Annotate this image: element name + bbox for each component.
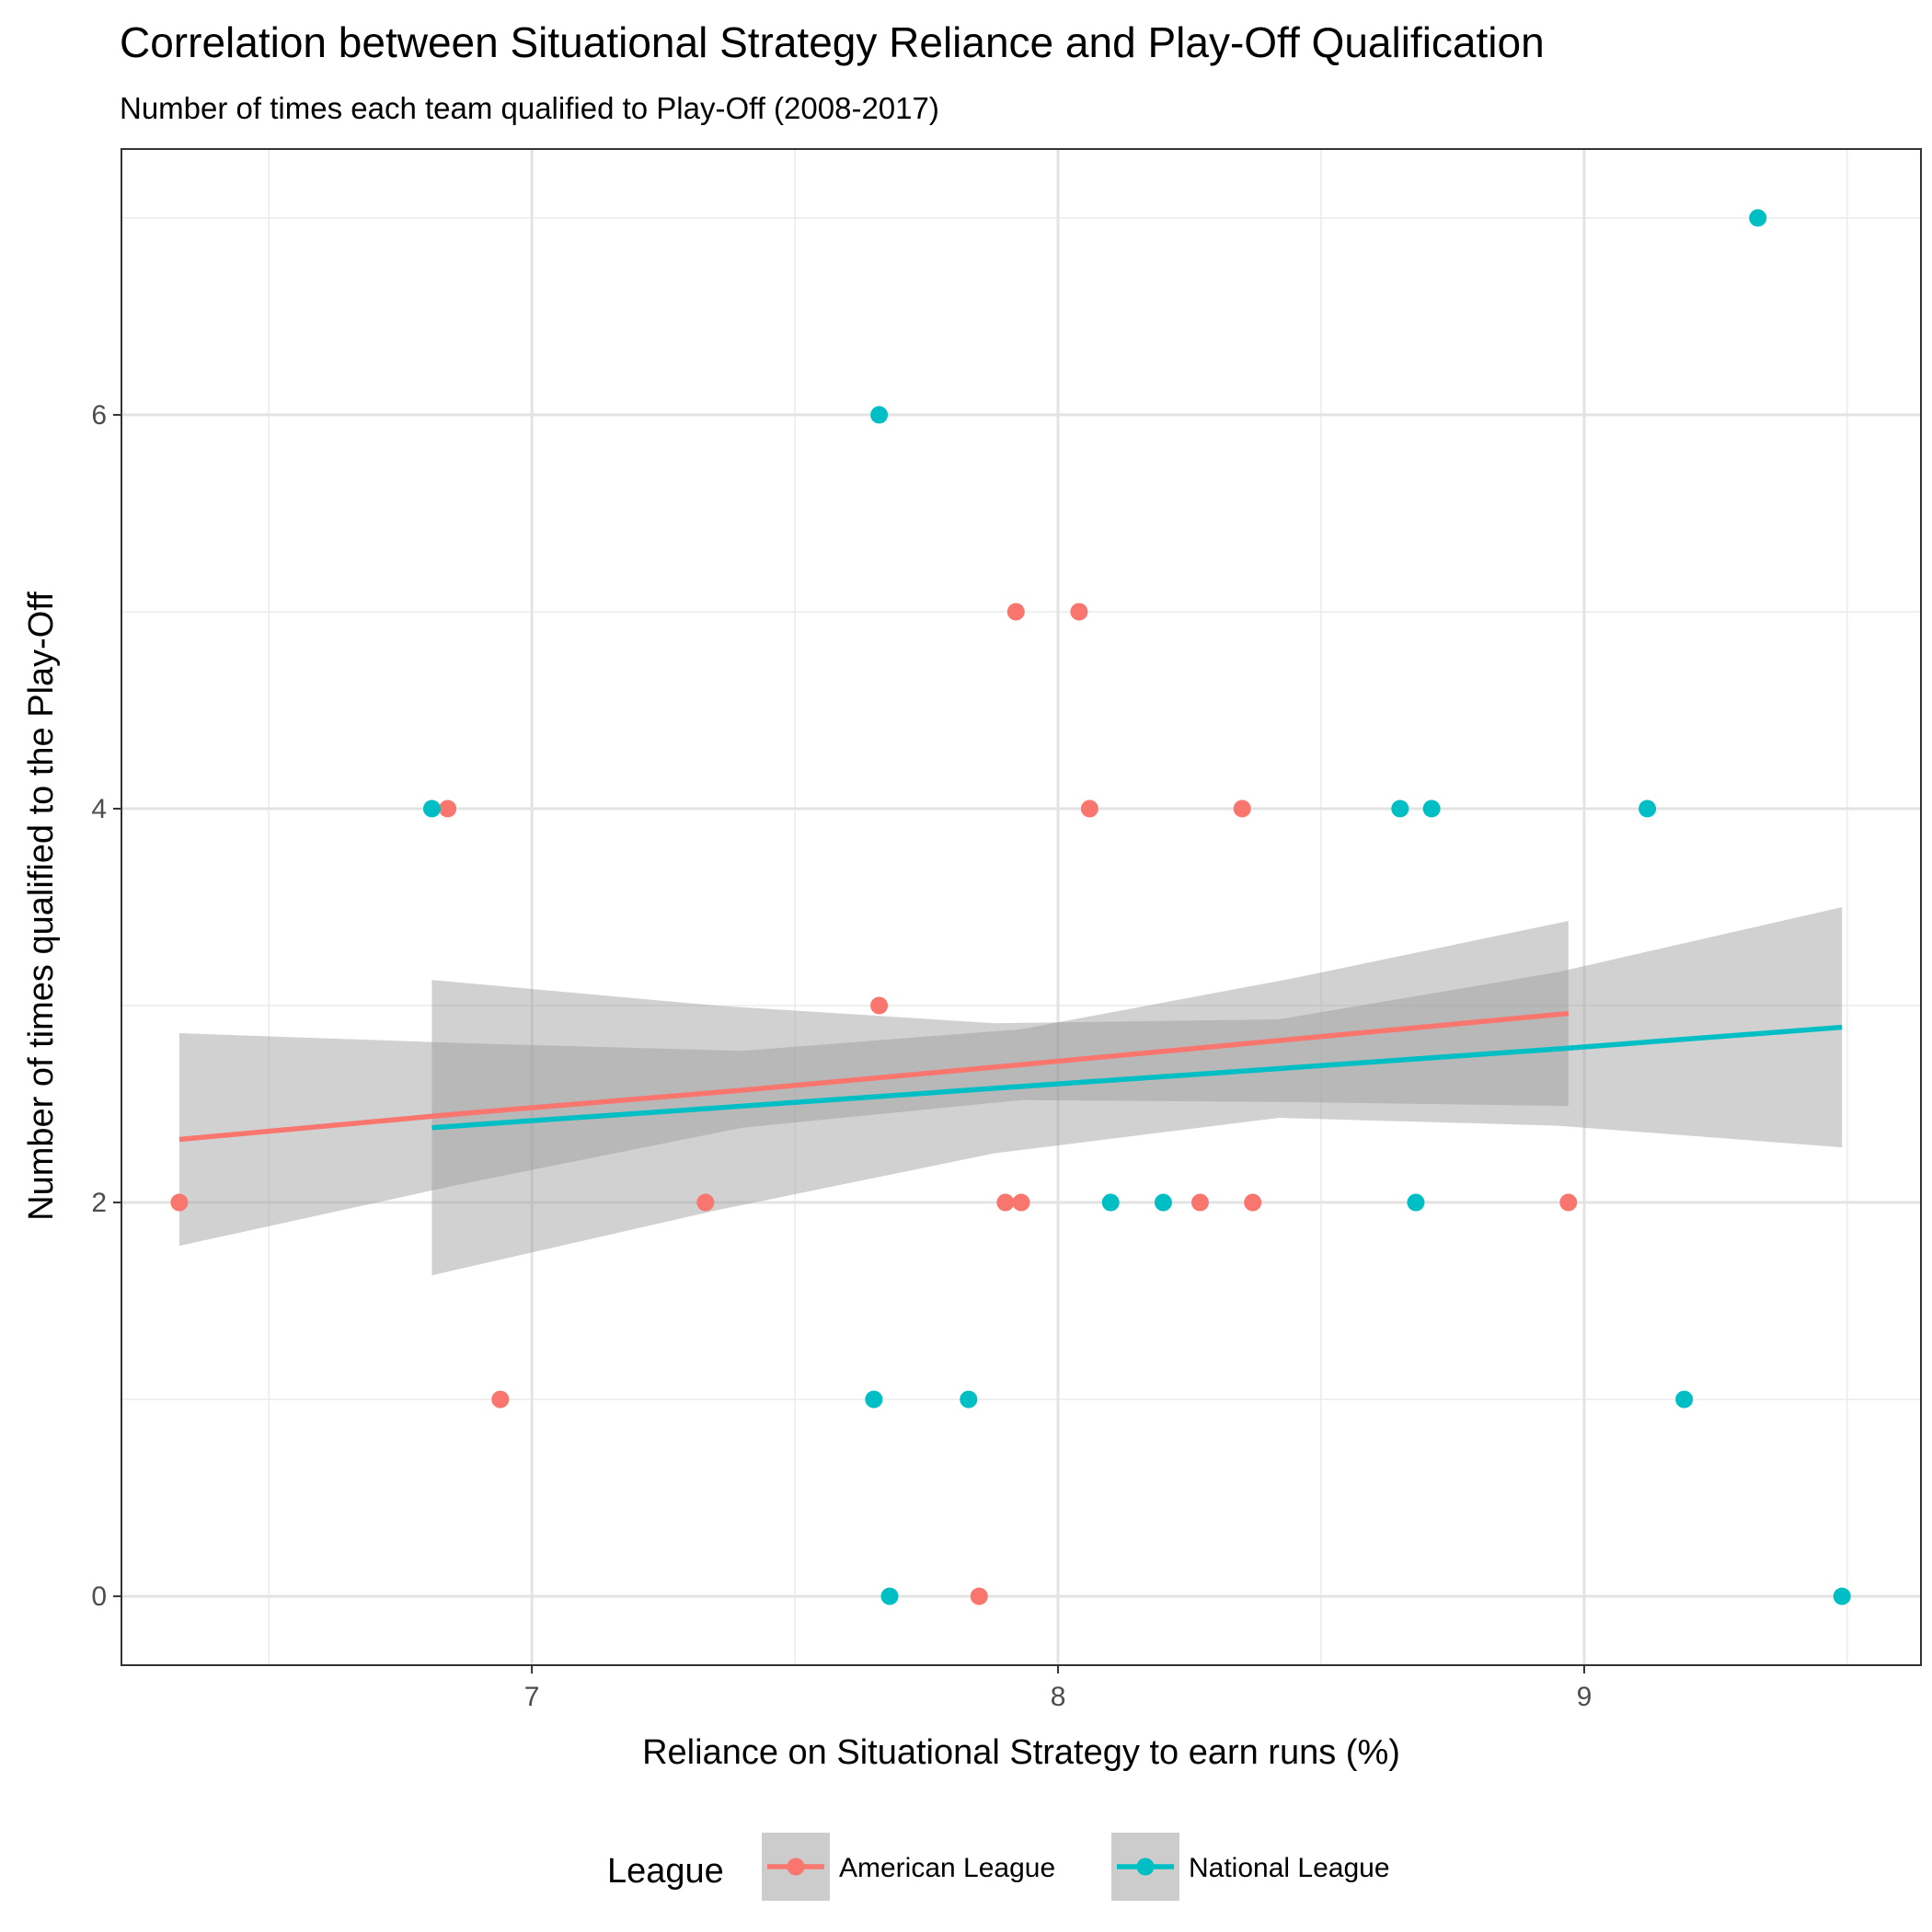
data-point <box>1070 603 1088 621</box>
data-point <box>1749 209 1767 227</box>
x-tick-label: 7 <box>524 1682 540 1712</box>
x-axis-ticks: 7 8 9 <box>524 1665 1593 1712</box>
x-axis-title: Reliance on Situational Strategy to earn… <box>642 1733 1400 1772</box>
legend-label: National League <box>1189 1853 1390 1883</box>
data-point <box>1012 1193 1030 1212</box>
data-point <box>870 406 889 424</box>
legend-key-point <box>1136 1857 1155 1876</box>
fit-lines <box>178 1010 1843 1143</box>
data-point <box>865 1390 883 1409</box>
confidence-ribbons <box>178 907 1843 1276</box>
data-point <box>970 1587 988 1605</box>
data-point <box>1101 1193 1120 1212</box>
fit-line <box>178 1010 1570 1143</box>
plot-border <box>121 148 1922 1666</box>
data-point <box>1407 1193 1425 1212</box>
confidence-band <box>431 907 1843 1276</box>
data-point <box>1422 799 1441 818</box>
data-point <box>880 1587 899 1605</box>
confidence-band <box>178 920 1569 1247</box>
x-tick-label: 9 <box>1577 1682 1593 1712</box>
data-point <box>1391 799 1409 818</box>
data-point <box>491 1390 510 1409</box>
legend-label: American League <box>839 1853 1055 1883</box>
fit-line <box>431 1024 1843 1131</box>
data-point <box>1244 1193 1262 1212</box>
y-tick-label: 6 <box>91 400 107 431</box>
plot-background <box>121 149 1921 1665</box>
data-point <box>1080 799 1098 818</box>
data-point <box>439 799 457 818</box>
y-axis-title: Number of times qualified to the Play-Of… <box>22 592 61 1221</box>
data-point <box>1154 1193 1172 1212</box>
legend-title: League <box>607 1852 724 1891</box>
data-point <box>960 1390 978 1409</box>
data-point <box>996 1193 1015 1212</box>
y-tick-label: 0 <box>91 1581 107 1612</box>
x-tick-label: 8 <box>1051 1682 1066 1712</box>
data-point <box>1233 799 1251 818</box>
y-axis-ticks: 0 2 4 6 <box>91 400 121 1612</box>
data-point <box>1833 1587 1851 1605</box>
chart-title: Correlation between Situational Strategy… <box>120 18 1545 66</box>
data-points <box>170 209 1851 1605</box>
y-tick-label: 2 <box>91 1188 107 1218</box>
data-point <box>870 996 889 1015</box>
data-point <box>422 799 441 818</box>
legend: League American League National League <box>607 1833 1390 1901</box>
y-tick-label: 4 <box>91 794 107 824</box>
data-point <box>170 1193 189 1212</box>
data-point <box>1559 1193 1578 1212</box>
data-point <box>696 1193 715 1212</box>
legend-keys: American League National League <box>762 1833 1390 1901</box>
data-point <box>1006 603 1025 621</box>
data-point <box>1639 799 1657 818</box>
chart-subtitle: Number of times each team qualified to P… <box>120 91 939 125</box>
data-point <box>1190 1193 1209 1212</box>
data-point <box>1675 1390 1694 1409</box>
legend-key-point <box>787 1857 805 1876</box>
